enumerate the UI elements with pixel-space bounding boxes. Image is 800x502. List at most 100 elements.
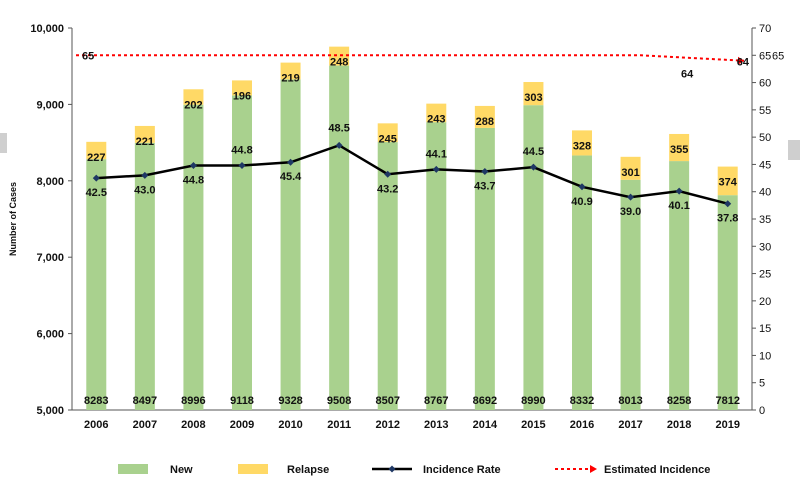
bar-new xyxy=(134,142,155,410)
bar-new xyxy=(232,95,252,410)
y-tick-label: 8,000 xyxy=(36,176,64,188)
x-tick-label: 2017 xyxy=(618,419,642,431)
x-tick-label: 2008 xyxy=(181,419,205,431)
label-new: 8767 xyxy=(424,395,448,407)
incidence-rate-point xyxy=(627,193,635,201)
estimated-incidence-line xyxy=(76,54,745,62)
y2-tick-label: 0 xyxy=(759,405,765,417)
y2-tick-label: 50 xyxy=(759,132,771,144)
label-new: 8507 xyxy=(375,395,399,407)
x-tick-label: 2007 xyxy=(133,419,157,431)
y-axis-title: Number of Cases xyxy=(8,182,18,256)
legend-label-relapse: Relapse xyxy=(287,464,329,476)
bar-new xyxy=(329,65,350,410)
label-relapse: 219 xyxy=(281,73,299,85)
label-new: 9118 xyxy=(230,395,254,407)
incidence-rate-label: 43.7 xyxy=(474,181,495,193)
incidence-rate-point xyxy=(529,163,537,171)
incidence-rate-label: 48.5 xyxy=(328,122,349,134)
bar-relapse xyxy=(523,82,544,106)
y2-tick-label: 40 xyxy=(759,187,771,199)
x-tick-label: 2018 xyxy=(667,419,691,431)
estimated-incidence-arrowhead xyxy=(738,56,744,65)
label-relapse: 355 xyxy=(670,144,688,156)
y2-tick-label: 15 xyxy=(759,323,771,335)
bar-new xyxy=(426,122,447,410)
bar-relapse xyxy=(572,130,592,156)
y2-tick-label: 30 xyxy=(759,241,771,253)
bar-relapse xyxy=(280,62,301,80)
legend-swatch-relapse xyxy=(238,464,268,474)
estimated-right-label: 64 xyxy=(737,57,750,69)
bar-relapse xyxy=(183,89,204,105)
bar-new xyxy=(474,127,495,410)
label-new: 8013 xyxy=(618,395,642,407)
label-new: 8497 xyxy=(133,395,157,407)
label-relapse: 248 xyxy=(330,57,348,69)
label-new: 8990 xyxy=(521,395,545,407)
x-tick-label: 2009 xyxy=(230,419,254,431)
label-relapse: 221 xyxy=(136,136,154,148)
bar-relapse xyxy=(669,133,690,162)
y-tick-label: 6,000 xyxy=(36,329,64,341)
incidence-rate-point xyxy=(335,141,343,149)
incidence-rate-point xyxy=(384,170,392,178)
label-new: 8996 xyxy=(181,395,205,407)
bar-new xyxy=(183,104,204,410)
incidence-rate-point xyxy=(238,162,246,170)
bar-relapse xyxy=(620,156,641,180)
incidence-rate-point xyxy=(675,187,683,195)
incidence-rate-label: 45.4 xyxy=(280,171,302,183)
label-new: 7812 xyxy=(715,395,739,407)
bar-relapse xyxy=(134,125,155,143)
label-relapse: 227 xyxy=(87,152,105,164)
legend-label-rate: Incidence Rate xyxy=(423,464,501,476)
bar-new xyxy=(669,161,690,410)
bar-new xyxy=(572,155,592,410)
y2-tick-label: 10 xyxy=(759,350,771,362)
y2-tick-label: 35 xyxy=(759,214,771,226)
legend-swatch-new xyxy=(118,464,148,474)
bar-relapse xyxy=(232,80,252,96)
right-scroll-stub xyxy=(788,140,800,160)
incidence-rate-label: 40.9 xyxy=(571,196,592,208)
x-tick-label: 2013 xyxy=(424,419,448,431)
y2-tick-label: 20 xyxy=(759,296,771,308)
x-tick-label: 2015 xyxy=(521,419,545,431)
bar-new xyxy=(523,105,544,410)
incidence-rate-line xyxy=(96,143,729,205)
incidence-rate-label: 44.1 xyxy=(426,148,447,160)
label-relapse: 243 xyxy=(427,114,445,126)
label-relapse: 245 xyxy=(379,133,397,145)
label-new: 8283 xyxy=(84,395,108,407)
bar-relapse xyxy=(474,105,495,128)
label-new: 9328 xyxy=(278,395,302,407)
x-tick-label: 2006 xyxy=(84,419,108,431)
incidence-rate-point xyxy=(92,174,100,182)
incidence-rate-label: 43.0 xyxy=(134,184,155,196)
legend-swatch-estimated-arrow xyxy=(590,465,597,473)
x-tick-label: 2012 xyxy=(375,419,399,431)
label-relapse: 328 xyxy=(573,140,591,152)
y2-tick-label: 45 xyxy=(759,159,771,171)
incidence-rate-label: 44.8 xyxy=(183,175,204,187)
y2-extra-label: 65 xyxy=(772,50,784,62)
y2-tick-label: 65 xyxy=(759,50,771,62)
bar-relapse xyxy=(377,123,398,143)
incidence-rate-point xyxy=(141,171,149,179)
incidence-rate-label: 44.8 xyxy=(231,145,252,157)
x-tick-label: 2019 xyxy=(715,419,739,431)
label-relapse: 288 xyxy=(476,116,494,128)
label-relapse: 202 xyxy=(184,99,202,111)
incidence-rate-point xyxy=(287,158,295,166)
legend-swatch-rate-marker xyxy=(388,465,396,473)
legend-label-new: New xyxy=(170,464,193,476)
incidence-rate-label: 43.2 xyxy=(377,183,398,195)
y2-tick-label: 5 xyxy=(759,378,765,390)
label-relapse: 374 xyxy=(719,177,738,189)
label-relapse: 303 xyxy=(524,92,542,104)
x-tick-label: 2014 xyxy=(473,419,498,431)
y2-tick-label: 70 xyxy=(759,23,771,35)
y2-tick-label: 55 xyxy=(759,105,771,117)
